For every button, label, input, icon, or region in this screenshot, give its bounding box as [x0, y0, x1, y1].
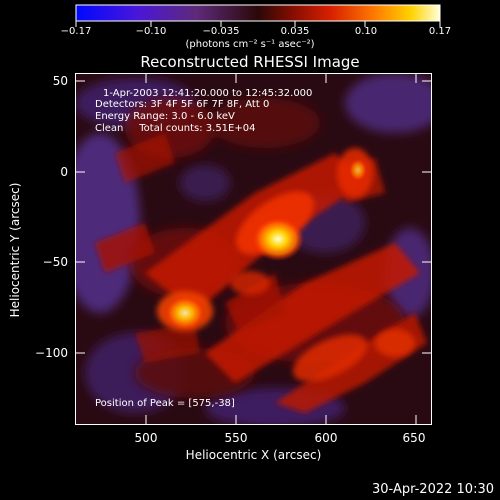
y-tick-label: 50 — [52, 74, 68, 88]
detectors-label: Detectors: 3F 4F 5F 6F 7F 8F, Att 0 — [95, 99, 270, 110]
colorbar-tick-label: −0.035 — [202, 26, 240, 37]
colorbar-tick-label: 0.17 — [428, 26, 452, 37]
peak-position-label: Position of Peak = [575,-38] — [95, 398, 235, 409]
x-tick-label: 650 — [402, 431, 426, 445]
timestamp: 30-Apr-2022 10:30 — [372, 482, 494, 497]
clean-counts-label: Clean Total counts: 3.51E+04 — [95, 123, 256, 134]
colorbar-units: (photons cm⁻² s⁻¹ asec⁻²) — [185, 39, 315, 50]
time-range-label: 1-Apr-2003 12:41:20.000 to 12:45:32.000 — [103, 88, 313, 99]
x-tick-label: 550 — [224, 431, 248, 445]
peak-source — [252, 217, 304, 261]
colorbar-tick-label: 0.10 — [354, 26, 378, 37]
solar-image — [75, 73, 432, 425]
colorbar-tick-label: 0.035 — [280, 26, 310, 37]
x-tick-label: 600 — [314, 431, 338, 445]
colorbar — [75, 4, 441, 27]
colorbar-tick-label: −0.10 — [135, 26, 167, 37]
y-tick-label: −100 — [35, 346, 68, 360]
x-tick-label: 500 — [134, 431, 158, 445]
x-axis-label: Heliocentric X (arcsec) — [185, 448, 322, 462]
secondary-source — [165, 296, 205, 330]
y-axis-label: Heliocentric Y (arcsec) — [8, 182, 22, 318]
colorbar-tick-label: −0.17 — [60, 26, 92, 37]
image-title: Reconstructed RHESSI Image — [140, 53, 360, 71]
minor-source — [349, 159, 367, 181]
y-tick-label: 0 — [60, 165, 68, 179]
energy-range-label: Energy Range: 3.0 - 6.0 keV — [95, 111, 235, 122]
y-tick-label: −50 — [42, 255, 68, 269]
